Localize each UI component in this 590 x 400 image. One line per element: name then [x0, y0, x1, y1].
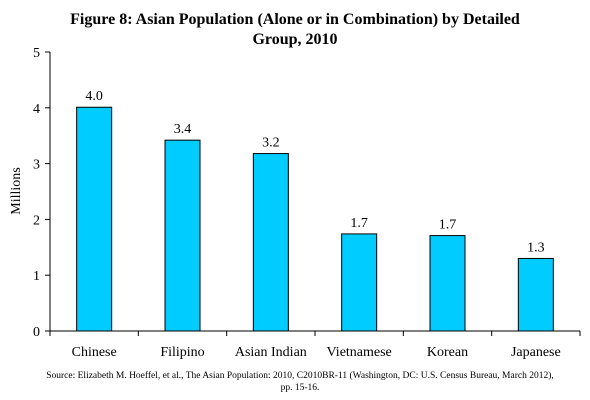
bar-chinese: [76, 106, 113, 332]
y-axis-label: Millions: [9, 167, 24, 214]
bar-japanese: [517, 257, 554, 332]
data-label: 4.0: [85, 89, 103, 104]
x-category-label: Japanese: [511, 345, 561, 360]
source-note-line-2: pp. 15-16.: [281, 383, 320, 393]
data-label: 1.3: [527, 240, 545, 255]
chart-title-line-2: Group, 2010: [252, 31, 337, 48]
bars-layer: [76, 106, 554, 332]
source-note-line-1: Source: Elizabeth M. Hoeffel, et al., Th…: [46, 370, 554, 381]
bar-vietnamese: [341, 233, 378, 332]
x-categories-layer: Chinese Filipino Asian Indian Vietnamese Kor…: [49, 331, 581, 360]
y-tick-label: 4: [33, 102, 40, 117]
data-label: 1.7: [350, 216, 368, 231]
x-category-label: Vietnamese: [327, 345, 392, 360]
y-tick-label: 0: [33, 325, 40, 340]
y-tick-label: 5: [33, 46, 40, 61]
data-label: 1.7: [439, 218, 457, 233]
x-category-label: Chinese: [72, 345, 117, 360]
data-label: 3.4: [174, 122, 192, 137]
data-label: 3.2: [262, 136, 280, 151]
y-tick-label: 3: [33, 158, 40, 173]
y-tick-label: 1: [33, 269, 40, 284]
y-tick-label: 2: [33, 213, 40, 228]
data-labels-layer: 4.0 3.4 3.2 1.7 1.7 1.3: [85, 89, 544, 255]
x-category-label: Asian Indian: [235, 345, 307, 360]
bar-asian-indian: [252, 153, 289, 332]
chart-title-line-1: Figure 8: Asian Population (Alone or in …: [70, 11, 520, 28]
x-category-label: Korean: [427, 345, 468, 360]
bar-korean: [429, 235, 466, 332]
bar-filipino: [164, 139, 201, 332]
x-category-label: Filipino: [160, 345, 204, 360]
y-ticks-layer: 0 1 2 3 4 5: [33, 46, 50, 340]
